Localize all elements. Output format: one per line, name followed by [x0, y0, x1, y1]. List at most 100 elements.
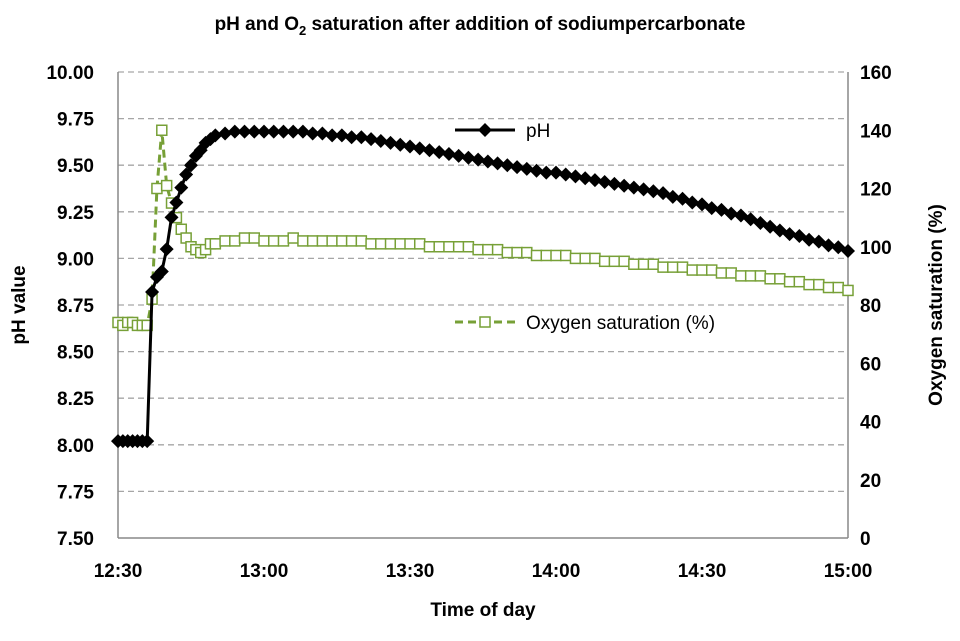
- oxygen-data-point: [277, 235, 290, 247]
- ph-data-point: [354, 130, 369, 145]
- y2-tick-label: 0: [860, 529, 871, 550]
- oxygen-data-point: [521, 246, 533, 259]
- ph-data-point: [500, 158, 515, 173]
- oxygen-data-point: [598, 255, 611, 268]
- legend-oxygen: Oxygen saturation (%): [455, 313, 715, 334]
- ph-data-point: [529, 163, 544, 178]
- ph-data-point: [154, 264, 169, 279]
- oxygen-data-point: [248, 232, 261, 244]
- ph-data-point: [412, 141, 427, 156]
- y2-tick-label: 40: [860, 413, 881, 434]
- oxygen-data-point: [735, 270, 747, 282]
- ph-data-point: [568, 169, 583, 184]
- oxygen-data-point: [491, 243, 504, 256]
- oxygen-data-point: [482, 243, 494, 256]
- oxygen-data-point: [501, 246, 514, 259]
- x-tick-label: 13:30: [386, 561, 435, 582]
- ph-data-point: [174, 180, 189, 195]
- oxygen-data-point: [637, 258, 650, 270]
- ph-data-point: [227, 124, 242, 139]
- oxygen-data-point: [569, 252, 582, 265]
- ph-data-point: [286, 124, 301, 139]
- ph-data-point: [218, 126, 233, 141]
- ph-data-point: [334, 128, 349, 143]
- oxygen-data-point: [287, 232, 299, 244]
- y-tick-label: 9.75: [57, 110, 94, 131]
- oxygen-data-point: [355, 235, 368, 247]
- oxygen-data-point: [667, 261, 679, 273]
- ph-data-point: [257, 124, 271, 139]
- y2-tick-label: 20: [860, 471, 881, 492]
- y-tick-label: 9.25: [57, 203, 94, 224]
- ph-data-point: [145, 284, 160, 299]
- oxygen-data-point: [452, 241, 465, 253]
- y2-axis-label: Oxygen saturation (%): [926, 204, 947, 406]
- oxygen-data-point: [813, 278, 825, 291]
- oxygen-data-point: [209, 238, 222, 250]
- y-tick-label: 10.00: [46, 63, 94, 84]
- x-tick-label: 14:30: [678, 561, 727, 582]
- ph-data-point: [441, 147, 456, 162]
- tick-labels: 7.50 7.75 8.00 8.25 8.50 8.75 9.00 9.25 9.50 9.75…: [46, 63, 891, 582]
- ph-data-point: [373, 133, 388, 148]
- oxygen-data-point: [306, 235, 319, 247]
- oxygen-data-point: [365, 238, 377, 250]
- ph-data-point: [364, 132, 379, 147]
- oxygen-data-point: [267, 235, 280, 247]
- ph-data-point: [237, 124, 252, 139]
- ph-data-point: [480, 154, 495, 169]
- ph-data-point: [266, 124, 281, 139]
- y-tick-label: 8.50: [57, 343, 94, 364]
- oxygen-data-point: [618, 255, 630, 268]
- oxygen-data-point: [540, 249, 553, 262]
- ph-data-point: [295, 124, 310, 139]
- oxygen-data-point: [725, 267, 737, 279]
- legend-oxygen-marker: [479, 316, 491, 328]
- ph-data-point: [549, 165, 563, 180]
- y-tick-label: 8.00: [57, 436, 94, 457]
- oxygen-data-point: [822, 281, 835, 294]
- oxygen-data-point: [297, 235, 309, 247]
- ph-data-point: [636, 182, 651, 197]
- chart-title: pH and O2 saturation after addition of s…: [215, 14, 746, 38]
- ph-data-point: [422, 143, 437, 158]
- oxygen-data-point: [793, 275, 806, 288]
- oxygen-data-point: [676, 261, 689, 273]
- series-layer: [111, 124, 855, 449]
- axes: [117, 72, 849, 539]
- ph-data-point: [724, 206, 739, 221]
- y-tick-label: 7.75: [57, 482, 94, 503]
- ph-data-point: [587, 173, 602, 188]
- y-tick-label: 7.50: [57, 529, 94, 550]
- ph-data-point: [451, 148, 466, 163]
- y-axis-label: pH value: [9, 265, 30, 344]
- oxygen-data-point: [413, 238, 426, 250]
- ph-data-point: [393, 137, 408, 152]
- ph-data-point: [578, 171, 593, 186]
- ph-data-point: [140, 434, 155, 449]
- y2-tick-label: 60: [860, 354, 881, 375]
- ph-data-point: [208, 128, 223, 143]
- oxygen-data-point: [530, 249, 543, 262]
- legend-ph-marker: [478, 123, 492, 137]
- ph-data-point: [159, 242, 174, 257]
- ph-data-point: [383, 135, 398, 150]
- oxygen-data-point: [336, 235, 348, 247]
- oxygen-data-point: [394, 238, 407, 250]
- ph-data-point: [276, 124, 291, 139]
- oxygen-data-point: [160, 179, 173, 192]
- oxygen-data-point: [754, 270, 767, 282]
- x-axis-label: Time of day: [430, 600, 536, 621]
- ph-data-point: [704, 201, 719, 216]
- ph-data-point: [617, 178, 632, 193]
- y2-tick-label: 120: [860, 180, 892, 201]
- x-tick-label: 12:30: [94, 561, 143, 582]
- ph-data-point: [519, 161, 534, 176]
- ph-data-point: [665, 189, 680, 204]
- oxygen-data-point: [472, 243, 484, 256]
- ph-data-point: [841, 243, 855, 258]
- oxygen-data-point: [657, 261, 669, 273]
- ph-data-point: [471, 152, 486, 167]
- oxygen-data-point: [715, 267, 728, 279]
- y2-tick-label: 140: [860, 121, 892, 142]
